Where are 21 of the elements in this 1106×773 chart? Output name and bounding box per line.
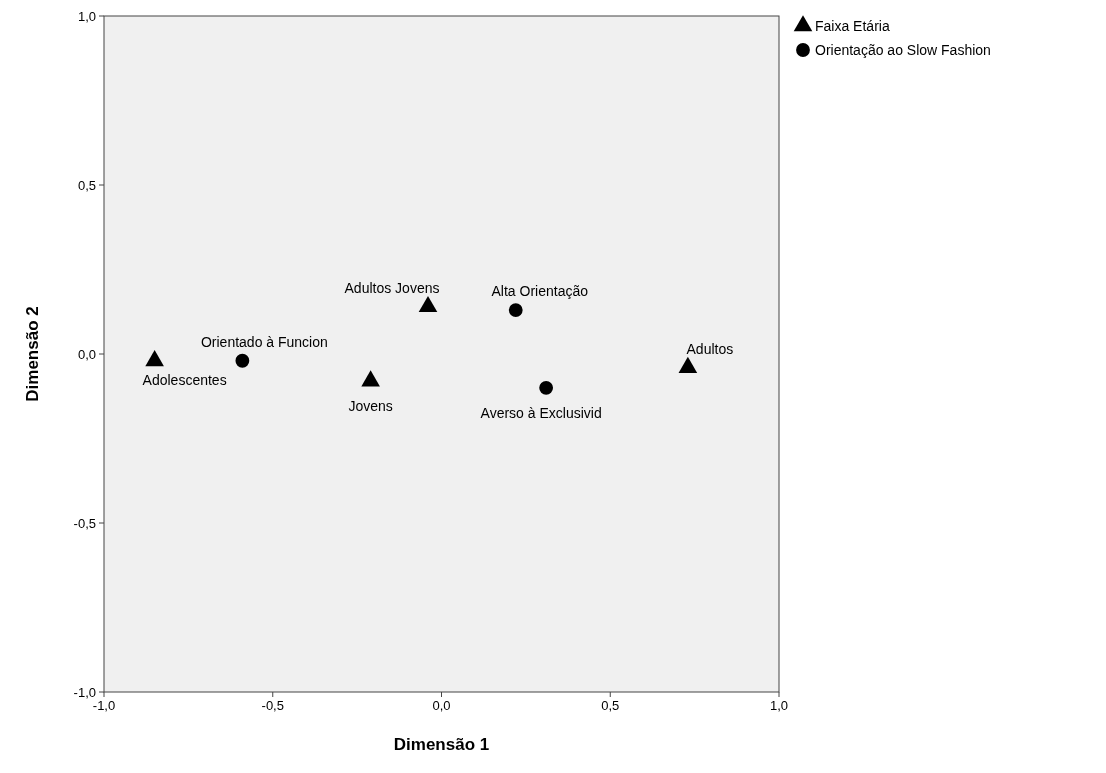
x-tick-label: 1,0 <box>769 698 789 713</box>
x-tick-label: 0,0 <box>432 698 451 713</box>
y-tick-label: -1,0 <box>73 684 96 700</box>
annotation: Adultos <box>686 340 734 357</box>
annotation: Orientado à Funcion <box>200 333 328 350</box>
y-tick-label: 0,5 <box>77 177 96 193</box>
legend-label: Orientação ao Slow Fashion <box>815 41 991 58</box>
annotation: Alta Orientação <box>491 283 589 300</box>
x-tick-label: -0,5 <box>261 698 284 713</box>
y-tick-label: -0,5 <box>73 515 96 531</box>
y-tick-label: 0,0 <box>77 346 96 362</box>
y-axis-title: Dimensão 2 <box>23 306 42 402</box>
x-tick-label: 0,5 <box>601 698 620 713</box>
y-tick-label: 1,0 <box>77 8 96 24</box>
x-tick-label: -1,0 <box>92 698 116 713</box>
annotation: Adultos Jovens <box>344 279 440 296</box>
annotation: Jovens <box>348 398 393 415</box>
annotation: Averso à Exclusivid <box>480 404 602 421</box>
annotation: Adolescentes <box>142 371 227 388</box>
x-axis-title: Dimensão 1 <box>393 735 490 754</box>
legend-label: Faixa Etária <box>815 17 890 34</box>
